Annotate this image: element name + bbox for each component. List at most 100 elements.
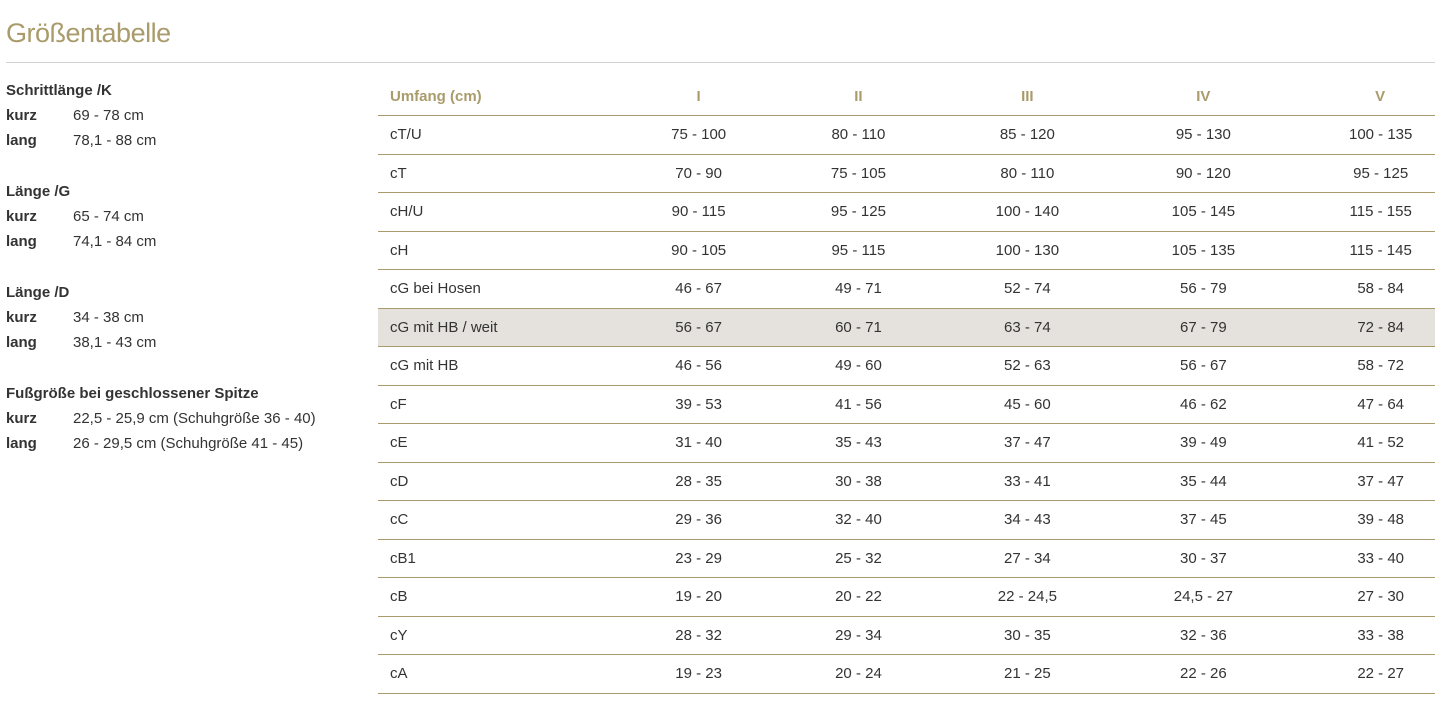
group-heading: Schrittlänge /K — [6, 82, 112, 99]
table-cell: 30 - 35 — [940, 616, 1115, 655]
info-key: kurz — [6, 309, 37, 326]
column-header: Umfang (cm) — [378, 77, 621, 116]
info-key: kurz — [6, 208, 37, 225]
table-cell: 63 - 74 — [940, 308, 1115, 347]
table-cell: 95 - 115 — [776, 231, 941, 270]
column-header: I — [620, 77, 777, 116]
table-row: cT/U 75 - 100 80 - 110 85 - 120 95 - 130 100 … — [378, 115, 1435, 155]
table-row: cF 39 - 53 41 - 56 45 - 60 46 - 62 47 - 64 — [378, 385, 1435, 424]
info-row: lang 38,1 - 43 cm — [6, 330, 316, 355]
table-cell: 100 - 140 — [940, 192, 1115, 232]
row-label: cT — [378, 154, 621, 193]
info-group: Länge /D kurz 34 - 38 cm lang 38,1 - 43 cm — [6, 280, 316, 355]
row-label: cF — [378, 385, 621, 424]
info-key: lang — [6, 132, 37, 149]
info-key: lang — [6, 233, 37, 250]
divider — [6, 62, 1435, 63]
table-cell: 100 - 130 — [940, 231, 1115, 270]
column-header: III — [940, 77, 1115, 116]
length-info: Schrittlänge /K kurz 69 - 78 cm lang 78,1 - … — [6, 78, 316, 482]
table-cell: 105 - 135 — [1114, 231, 1293, 270]
row-label: cT/U — [378, 115, 621, 155]
table-cell: 37 - 47 — [940, 423, 1115, 463]
table-cell: 46 - 62 — [1114, 385, 1293, 424]
table-cell: 29 - 34 — [776, 616, 941, 655]
table-cell: 90 - 115 — [620, 192, 777, 232]
table-cell: 41 - 56 — [776, 385, 941, 424]
table-row: cG mit HB / weit 56 - 67 60 - 71 63 - 74 67 … — [378, 308, 1435, 347]
table-cell: 20 - 22 — [776, 577, 941, 617]
table-row: cH 90 - 105 95 - 115 100 - 130 105 - 135 115 … — [378, 231, 1435, 270]
info-group: Schrittlänge /K kurz 69 - 78 cm lang 78,1 - … — [6, 78, 316, 153]
column-header: V — [1292, 77, 1435, 116]
info-value: 38,1 - 43 cm — [73, 334, 157, 351]
row-label: cD — [378, 462, 621, 501]
table-row: cY 28 - 32 29 - 34 30 - 35 32 - 36 33 - 38 — [378, 616, 1435, 655]
table-cell: 25 - 32 — [776, 539, 941, 578]
table-row: cG bei Hosen 46 - 67 49 - 71 52 - 74 56 - 79… — [378, 269, 1435, 309]
table-cell: 31 - 40 — [620, 423, 777, 463]
table-cell: 27 - 30 — [1292, 577, 1435, 617]
row-label: cG mit HB — [378, 346, 621, 386]
group-heading: Länge /D — [6, 284, 70, 301]
table-cell: 52 - 74 — [940, 269, 1115, 309]
table-row: cD 28 - 35 30 - 38 33 - 41 35 - 44 37 - 47 — [378, 462, 1435, 501]
table-cell: 49 - 60 — [776, 346, 941, 386]
table-cell: 56 - 67 — [620, 308, 777, 347]
table-cell: 95 - 125 — [1292, 154, 1435, 193]
row-label: cB — [378, 577, 621, 617]
table-cell: 29 - 36 — [620, 500, 777, 540]
table-cell: 46 - 67 — [620, 269, 777, 309]
row-label: cB1 — [378, 539, 621, 578]
info-row: kurz 69 - 78 cm — [6, 103, 316, 128]
table-cell: 22 - 27 — [1292, 654, 1435, 694]
info-value: 26 - 29,5 cm (Schuhgröße 41 - 45) — [73, 435, 304, 452]
table-cell: 28 - 32 — [620, 616, 777, 655]
table-row: cA 19 - 23 20 - 24 21 - 25 22 - 26 22 - 27 — [378, 654, 1435, 694]
table-cell: 75 - 100 — [620, 115, 777, 155]
info-row: lang 74,1 - 84 cm — [6, 229, 316, 254]
table-cell: 30 - 37 — [1114, 539, 1293, 578]
info-row: kurz 34 - 38 cm — [6, 305, 316, 330]
table-cell: 32 - 40 — [776, 500, 941, 540]
row-label: cY — [378, 616, 621, 655]
info-row: kurz 22,5 - 25,9 cm (Schuhgröße 36 - 40) — [6, 406, 316, 431]
table-cell: 20 - 24 — [776, 654, 941, 694]
table-cell: 19 - 23 — [620, 654, 777, 694]
table-row: cB1 23 - 29 25 - 32 27 - 34 30 - 37 33 - 40 — [378, 539, 1435, 578]
table-cell: 49 - 71 — [776, 269, 941, 309]
table-cell: 27 - 34 — [940, 539, 1115, 578]
info-key: kurz — [6, 107, 37, 124]
info-row: kurz 65 - 74 cm — [6, 204, 316, 229]
info-row: lang 78,1 - 88 cm — [6, 128, 316, 153]
table-cell: 80 - 110 — [776, 115, 941, 155]
table-cell: 22 - 26 — [1114, 654, 1293, 694]
info-row: lang 26 - 29,5 cm (Schuhgröße 41 - 45) — [6, 431, 316, 456]
table-cell: 39 - 53 — [620, 385, 777, 424]
table-cell: 47 - 64 — [1292, 385, 1435, 424]
info-value: 65 - 74 cm — [73, 208, 144, 225]
table-row: cH/U 90 - 115 95 - 125 100 - 140 105 - 145 11… — [378, 192, 1435, 232]
table-cell: 33 - 38 — [1292, 616, 1435, 655]
info-value: 78,1 - 88 cm — [73, 132, 157, 149]
table-cell: 19 - 20 — [620, 577, 777, 617]
table-cell: 60 - 71 — [776, 308, 941, 347]
row-label: cG bei Hosen — [378, 269, 621, 309]
info-value: 22,5 - 25,9 cm (Schuhgröße 36 - 40) — [73, 410, 316, 427]
table-cell: 45 - 60 — [940, 385, 1115, 424]
table-cell: 105 - 145 — [1114, 192, 1293, 232]
table-row: cE 31 - 40 35 - 43 37 - 47 39 - 49 41 - 52 — [378, 423, 1435, 463]
table-cell: 72 - 84 — [1292, 308, 1435, 347]
column-header: II — [776, 77, 941, 116]
table-cell: 39 - 48 — [1292, 500, 1435, 540]
table-cell: 115 - 155 — [1292, 192, 1435, 232]
row-label: cE — [378, 423, 621, 463]
row-label: cH/U — [378, 192, 621, 232]
table-cell: 70 - 90 — [620, 154, 777, 193]
table-cell: 90 - 105 — [620, 231, 777, 270]
table-cell: 56 - 79 — [1114, 269, 1293, 309]
table-cell: 75 - 105 — [776, 154, 941, 193]
table-row: cT 70 - 90 75 - 105 80 - 110 90 - 120 95 - 12… — [378, 154, 1435, 193]
info-key: lang — [6, 334, 37, 351]
info-group: Fußgröße bei geschlossener Spitze kurz 22,… — [6, 381, 316, 456]
